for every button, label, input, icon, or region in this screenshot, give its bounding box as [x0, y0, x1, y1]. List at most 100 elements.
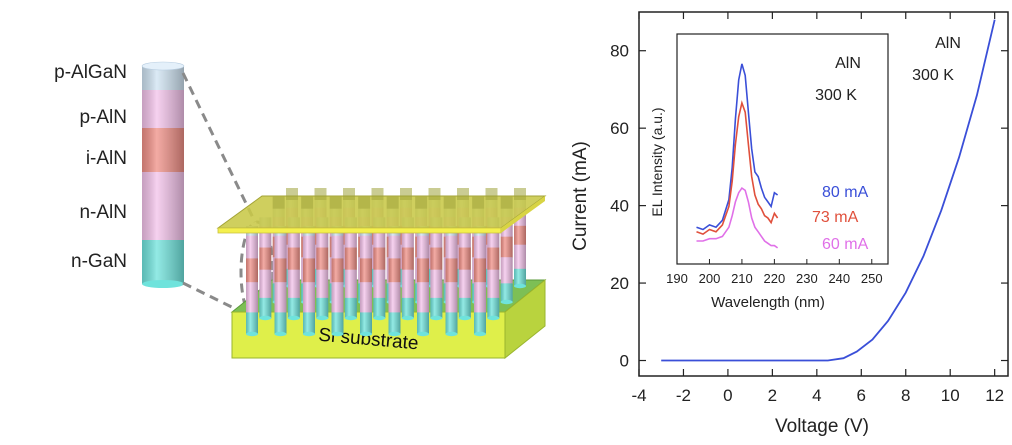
inset-legend: 80 mA 73 mA 60 mA	[812, 184, 869, 253]
wire-base	[487, 315, 500, 321]
wire-shading	[401, 217, 414, 318]
wire-top-through-plate	[343, 188, 355, 200]
wire-base	[274, 331, 287, 337]
wire-shading	[344, 217, 357, 318]
wire-shading	[487, 217, 500, 318]
wire-shading	[287, 217, 300, 318]
wire-top-through-plate	[329, 196, 342, 209]
wire-base	[344, 315, 357, 321]
wire-shading	[373, 217, 386, 318]
wire-shading	[445, 226, 458, 334]
legend-entry: 73 mA	[812, 209, 859, 226]
nanowire-layer-stack	[141, 61, 185, 288]
inset-x-axis-ticks: 190 200 210 220 230 240 250	[666, 259, 883, 286]
x-tick-label: 8	[901, 386, 910, 405]
wire-shading	[360, 226, 372, 334]
wire-shading	[514, 200, 526, 286]
legend-entry: 60 mA	[822, 236, 869, 253]
legend-entry: 80 mA	[822, 184, 869, 201]
inset-annotation-temp: 300 K	[815, 87, 857, 104]
x-axis-label: Voltage (V)	[775, 416, 869, 437]
wire-base	[417, 331, 429, 337]
wire-base	[458, 315, 471, 321]
layer-label: n-AlN	[79, 202, 127, 223]
wire-base	[388, 331, 401, 337]
wire-shading	[274, 226, 287, 334]
wire-base	[373, 315, 386, 321]
wire-base	[474, 331, 486, 337]
wire-shading	[500, 208, 513, 302]
wire-shading	[388, 226, 401, 334]
wire-top-through-plate	[371, 188, 384, 200]
el-spectrum-line	[696, 100, 779, 235]
x-tick-label: 6	[857, 386, 866, 405]
wire-base	[246, 331, 258, 337]
layer-label: p-AlN	[79, 107, 127, 128]
wire-base	[303, 331, 315, 337]
y-tick-label: 80	[610, 42, 629, 61]
x-tick-label: 12	[985, 386, 1004, 405]
layer-label: n-GaN	[71, 251, 127, 272]
wire-top-through-plate	[514, 188, 526, 200]
stack-bottom	[142, 280, 184, 288]
x-tick-label: -4	[631, 386, 646, 405]
wire-base	[360, 331, 372, 337]
inset-x-tick-label: 220	[764, 271, 786, 286]
inset-spectra	[696, 63, 779, 249]
wire-base	[514, 283, 526, 289]
inset-x-tick-label: 240	[828, 271, 850, 286]
wire-shading	[458, 217, 471, 318]
y-tick-label: 40	[610, 197, 629, 216]
iv-curve	[661, 19, 996, 362]
x-tick-label: 4	[812, 386, 821, 405]
inset-x-tick-label: 210	[731, 271, 753, 286]
wire-top-through-plate	[286, 188, 298, 200]
x-tick-label: 10	[941, 386, 960, 405]
stack-shading	[142, 66, 184, 284]
wire-base	[287, 315, 300, 321]
wire-shading	[303, 226, 315, 334]
wire-base	[430, 315, 443, 321]
y-axis-label: Current (mA)	[570, 141, 591, 251]
wire-top-through-plate	[400, 188, 412, 200]
y-axis-ticks: 0 20 40 60 80	[610, 42, 1008, 371]
y-tick-label: 60	[610, 119, 629, 138]
layer-label: p-AlGaN	[54, 62, 127, 83]
wire-base	[316, 315, 329, 321]
wire-top-through-plate	[301, 196, 314, 209]
iv-plot: -4 -2 0 2 4 6 8 10 12 0 20 40 60 80 Voltage (V) Curr…	[570, 11, 1009, 437]
wire-shading	[316, 217, 329, 318]
inset-x-axis-label: Wavelength (nm)	[711, 294, 825, 311]
wire-shading	[331, 226, 344, 334]
plot-frame	[638, 11, 1009, 377]
inset-x-tick-label: 250	[861, 271, 883, 286]
x-tick-label: -2	[676, 386, 691, 405]
wire-top-through-plate	[358, 196, 371, 209]
nanowire-tops	[272, 188, 526, 209]
x-tick-label: 2	[768, 386, 777, 405]
wire-top-through-plate	[415, 196, 428, 209]
x-tick-label: 0	[723, 386, 732, 405]
inset-x-tick-label: 230	[796, 271, 818, 286]
y-tick-label: 20	[610, 274, 629, 293]
wire-shading	[246, 226, 258, 334]
inset-y-axis-label: EL Intensity (a.u.)	[649, 107, 665, 216]
wire-top-through-plate	[314, 188, 327, 200]
el-spectrum-line	[696, 186, 779, 249]
wire-shading	[430, 217, 443, 318]
el-spectrum-line	[696, 63, 779, 231]
wire-base	[331, 331, 344, 337]
y-tick-label: 0	[620, 352, 629, 371]
wire-top-through-plate	[472, 196, 485, 209]
wire-top-through-plate	[500, 196, 513, 209]
wire-shading	[417, 226, 429, 334]
wire-shading	[259, 217, 272, 318]
x-axis-ticks: -4 -2 0 2 4 6 8 10 12	[631, 12, 1004, 405]
inset-x-tick-label: 190	[666, 271, 688, 286]
wire-top-through-plate	[272, 196, 285, 209]
inset-x-tick-label: 200	[699, 271, 721, 286]
wire-base	[445, 331, 458, 337]
wire-top-through-plate	[443, 196, 456, 209]
